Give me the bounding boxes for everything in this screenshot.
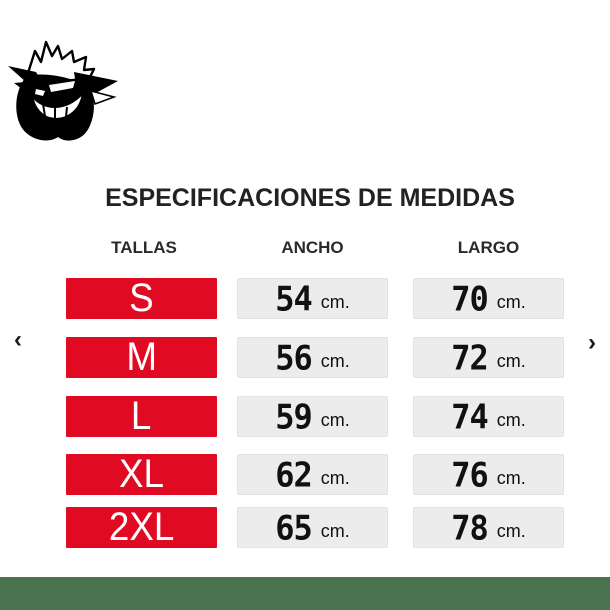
largo-cell: 70 cm. bbox=[413, 278, 564, 319]
ancho-value: 54 bbox=[275, 278, 313, 319]
gengar-pokemon-face-icon bbox=[8, 40, 118, 141]
largo-value: 78 bbox=[451, 507, 489, 548]
size-badge: XL bbox=[66, 454, 217, 495]
size-label: M bbox=[126, 335, 157, 379]
size-label: S bbox=[129, 276, 154, 320]
carousel-next-button[interactable]: › bbox=[588, 329, 596, 356]
unit-label: cm. bbox=[496, 520, 526, 541]
unit-label: cm. bbox=[496, 291, 526, 312]
footer-green-band bbox=[0, 577, 610, 610]
largo-cell: 76 cm. bbox=[413, 454, 564, 495]
column-header-ancho: ANCHO bbox=[281, 238, 344, 257]
unit-label: cm. bbox=[496, 467, 526, 488]
table-row: M 56 cm. 72 cm. bbox=[0, 337, 610, 378]
largo-value: 70 bbox=[451, 278, 489, 319]
size-badge: L bbox=[66, 396, 217, 437]
unit-label: cm. bbox=[320, 409, 350, 430]
unit-label: cm. bbox=[320, 291, 350, 312]
table-row: S 54 cm. 70 cm. bbox=[0, 278, 610, 319]
size-badge: S bbox=[66, 278, 217, 319]
column-header-largo: LARGO bbox=[457, 238, 520, 257]
unit-label: cm. bbox=[496, 350, 526, 371]
size-badge: 2XL bbox=[66, 507, 217, 548]
carousel-prev-button[interactable]: ‹ bbox=[14, 326, 22, 353]
ancho-cell: 59 cm. bbox=[237, 396, 388, 437]
ancho-value: 65 bbox=[275, 507, 313, 548]
unit-label: cm. bbox=[496, 409, 526, 430]
largo-value: 76 bbox=[451, 454, 489, 495]
ancho-cell: 65 cm. bbox=[237, 507, 388, 548]
ancho-value: 59 bbox=[275, 396, 313, 437]
table-row: XL 62 cm. 76 cm. bbox=[0, 454, 610, 495]
largo-cell: 74 cm. bbox=[413, 396, 564, 437]
largo-value: 72 bbox=[451, 337, 489, 378]
ancho-value: 62 bbox=[275, 454, 313, 495]
size-label: XL bbox=[118, 452, 165, 496]
size-badge: M bbox=[66, 337, 217, 378]
largo-cell: 72 cm. bbox=[413, 337, 564, 378]
ancho-cell: 54 cm. bbox=[237, 278, 388, 319]
ancho-cell: 62 cm. bbox=[237, 454, 388, 495]
column-header-tallas: TALLAS bbox=[111, 238, 177, 257]
unit-label: cm. bbox=[320, 467, 350, 488]
ancho-value: 56 bbox=[275, 337, 313, 378]
unit-label: cm. bbox=[320, 350, 350, 371]
largo-value: 74 bbox=[451, 396, 489, 437]
page-title: ESPECIFICACIONES DE MEDIDAS bbox=[105, 184, 515, 212]
table-row: 2XL 65 cm. 78 cm. bbox=[0, 507, 610, 548]
unit-label: cm. bbox=[320, 520, 350, 541]
gengar-logo bbox=[6, 38, 124, 142]
size-label: L bbox=[131, 394, 152, 438]
table-row: L 59 cm. 74 cm. bbox=[0, 396, 610, 437]
ancho-cell: 56 cm. bbox=[237, 337, 388, 378]
largo-cell: 78 cm. bbox=[413, 507, 564, 548]
size-label: 2XL bbox=[108, 505, 175, 549]
